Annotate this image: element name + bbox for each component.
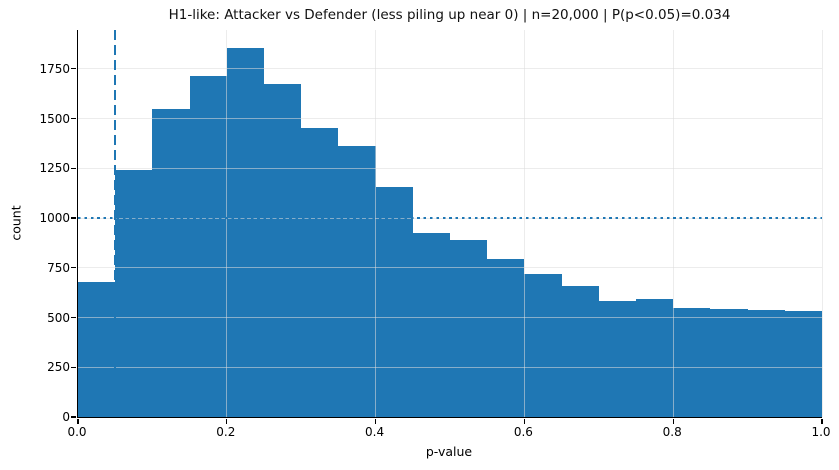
histogram-bar bbox=[747, 309, 785, 417]
x-axis-tick-label: 0.8 bbox=[662, 425, 682, 439]
histogram-bar bbox=[561, 286, 599, 417]
histogram-bar bbox=[784, 311, 822, 417]
gridline-vertical bbox=[523, 30, 525, 417]
x-axis-tick-mark bbox=[523, 418, 526, 424]
histogram-bar bbox=[375, 186, 413, 417]
histogram-bar bbox=[636, 299, 674, 417]
histogram-bar bbox=[264, 83, 302, 417]
histogram-bar bbox=[115, 170, 153, 417]
y-axis-tick-label: 1250 bbox=[39, 161, 70, 176]
y-axis-tick-mark bbox=[71, 217, 77, 219]
histogram-bar bbox=[524, 273, 562, 417]
histogram-bar bbox=[189, 76, 227, 417]
y-axis-tick-label: 1500 bbox=[39, 111, 70, 126]
x-axis-tick-label: 0.6 bbox=[513, 425, 533, 439]
plot-area bbox=[71, 30, 823, 424]
histogram-bar bbox=[78, 281, 116, 417]
x-axis-tick-label: 0.2 bbox=[216, 425, 236, 439]
x-axis-tick-label: 1.0 bbox=[811, 425, 831, 439]
y-axis-tick-mark bbox=[71, 316, 77, 319]
y-axis-tick-label: 750 bbox=[47, 260, 70, 275]
x-axis-tick-mark bbox=[672, 418, 674, 424]
gridline-horizontal bbox=[78, 68, 822, 70]
histogram-bar bbox=[412, 233, 450, 417]
gridline-vertical bbox=[672, 30, 674, 417]
x-axis-tick-labels: 0.0 0.2 0.4 0.6 0.8 1.0 bbox=[67, 424, 830, 440]
histogram-bar bbox=[598, 301, 636, 417]
histogram-bar bbox=[301, 128, 339, 417]
y-axis-tick-mark bbox=[71, 167, 77, 169]
x-axis-tick-mark bbox=[226, 418, 228, 424]
gridline-horizontal bbox=[78, 317, 822, 318]
threshold-vline bbox=[114, 30, 117, 417]
y-axis-tick-mark bbox=[71, 267, 77, 269]
x-axis-tick-label: 0.4 bbox=[365, 425, 385, 439]
x-axis-tick-mark bbox=[821, 418, 823, 424]
y-axis-tick-label: 250 bbox=[47, 360, 70, 375]
y-axis-tick-label: 1000 bbox=[39, 211, 70, 226]
x-axis-tick-mark bbox=[77, 418, 79, 424]
gridline-horizontal bbox=[78, 366, 822, 368]
gridline-vertical bbox=[821, 30, 823, 417]
gridline-vertical bbox=[375, 30, 377, 417]
gridline-horizontal bbox=[78, 167, 822, 169]
histogram-bar bbox=[673, 308, 711, 417]
gridline-vertical bbox=[226, 30, 228, 417]
y-axis-tick-label: 1750 bbox=[39, 61, 70, 76]
histogram-bar bbox=[152, 108, 190, 417]
x-axis-tick-label: 0.0 bbox=[67, 425, 87, 439]
chart-title: H1-like: Attacker vs Defender (less pili… bbox=[168, 7, 731, 23]
gridline-horizontal bbox=[78, 267, 822, 269]
x-axis-tick-mark bbox=[374, 418, 377, 424]
gridline-horizontal bbox=[78, 118, 822, 120]
histogram-bar bbox=[338, 146, 376, 417]
y-axis-tick-mark bbox=[71, 68, 77, 70]
histogram-bar bbox=[450, 239, 488, 417]
y-axis-tick-mark bbox=[71, 117, 77, 120]
y-axis-tick-label: 0 bbox=[62, 410, 70, 424]
y-axis-tick-mark bbox=[71, 416, 77, 418]
histogram-bar bbox=[710, 308, 748, 417]
y-axis-tick-labels: 0 250 500 750 1000 1250 1500 1750 bbox=[0, 30, 70, 424]
histogram-bar bbox=[487, 258, 525, 417]
y-axis-tick-label: 500 bbox=[47, 310, 70, 325]
histogram-bar bbox=[226, 48, 264, 417]
x-axis-label: p-value bbox=[425, 444, 473, 459]
reference-hline bbox=[78, 217, 822, 220]
y-axis-tick-mark bbox=[71, 366, 77, 368]
